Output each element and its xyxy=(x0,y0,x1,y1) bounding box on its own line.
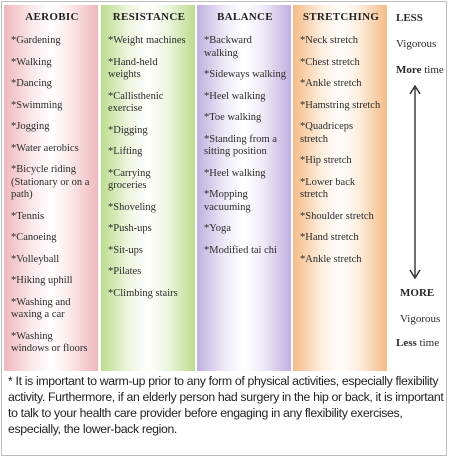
column-title: AEROBIC xyxy=(25,11,79,23)
column-title: BALANCE xyxy=(217,11,273,23)
column-title: STRETCHING xyxy=(302,11,380,23)
activity-item: *Gardening xyxy=(11,35,61,46)
activity-list: *Gardening *Walking *Dancing *Swimming *Jogg… xyxy=(11,35,93,356)
activity-item: *Heel walking xyxy=(204,167,266,179)
activity-item: *Tennis xyxy=(11,210,45,222)
activity-item: *Water aerobics xyxy=(11,142,79,154)
activity-item: *Ankle stretch xyxy=(300,253,362,265)
activity-column: BALANCE *Backward walking *Sideways walkin… xyxy=(197,5,291,371)
activity-item: *Toe walking xyxy=(204,112,262,123)
scale-top-time: More time xyxy=(396,64,444,76)
activity-item: *Weight machines xyxy=(108,35,186,46)
emphasis: Less xyxy=(396,337,417,349)
activity-item: *Jogging xyxy=(11,121,50,132)
activity-item: *Hand-held weights xyxy=(108,56,158,81)
scale-bottom-time: Less time xyxy=(396,337,439,349)
footnote: * It is important to warm-up prior to an… xyxy=(8,374,444,436)
activity-column: RESISTANCE *Weight machines *Hand-held wei… xyxy=(101,5,195,371)
activity-item: *Digging xyxy=(108,124,148,136)
activity-item: *Hip stretch xyxy=(300,155,352,166)
activity-item: *Hiking uphill xyxy=(11,275,73,286)
activity-item: *Sideways walking xyxy=(204,69,286,80)
scale-top-level: LESS xyxy=(396,12,423,24)
activity-column: STRETCHING *Neck stretch *Chest stretch *An… xyxy=(293,5,387,371)
activity-item: *Sit-ups xyxy=(108,244,144,256)
text: time xyxy=(419,337,440,349)
activity-item: *Washing windows or floors xyxy=(11,330,88,355)
activity-item: *Walking xyxy=(11,56,52,68)
activity-item: *Quadriceps stretch xyxy=(300,121,354,145)
activity-item: *Push-ups xyxy=(108,223,152,234)
activity-item: *Lower back stretch xyxy=(300,176,356,201)
activity-item: *Carrying groceries xyxy=(108,167,151,192)
activity-item: *Climbing stairs xyxy=(108,287,178,299)
activity-item: *Neck stretch xyxy=(300,35,359,46)
activity-item: *Volleyball xyxy=(11,253,60,265)
column-title: RESISTANCE xyxy=(112,11,186,23)
text: time xyxy=(424,64,444,76)
activity-item: *Chest stretch xyxy=(300,56,360,68)
activity-item: *Heel walking xyxy=(204,90,266,102)
activity-list: *Weight machines *Hand-held weights *Calli… xyxy=(108,35,190,300)
activity-item: *Pilates xyxy=(108,266,142,277)
activity-item: *Shoulder stretch xyxy=(300,210,374,222)
activity-item: *Yoga xyxy=(204,223,231,234)
arrow-head xyxy=(409,269,421,280)
activity-item: *Washing and waxing a car xyxy=(11,296,71,321)
activity-item: *Canoeing xyxy=(11,232,57,243)
activity-item: *Hand stretch xyxy=(300,232,359,243)
activity-column: AEROBIC *Gardening *Walking *Dancing *Swimmi… xyxy=(4,5,98,371)
arrow-head xyxy=(409,84,421,95)
activity-list: *Backward walking *Sideways walking *Heel … xyxy=(204,35,286,257)
scale-bottom-level: MORE xyxy=(400,287,435,299)
activity-item: *Hamstring stretch xyxy=(300,99,381,111)
scale-bottom-intensity: Vigorous xyxy=(400,313,441,325)
activity-item: *Mopping vacuuming xyxy=(204,189,251,213)
activity-item: *Modified tai chi xyxy=(204,244,277,256)
activity-item: *Ankle stretch xyxy=(300,78,362,89)
activity-list: *Neck stretch *Chest stretch *Ankle stretc… xyxy=(300,35,382,266)
activity-item: *Shoveling xyxy=(108,201,156,213)
scale-arrow xyxy=(409,84,421,280)
activity-item: *Backward walking xyxy=(204,35,252,59)
activity-item: *Dancing xyxy=(11,78,52,89)
activity-item: *Bicycle riding (Stationary or on a path… xyxy=(11,164,90,200)
activity-item: *Lifting xyxy=(108,146,143,157)
emphasis: More xyxy=(396,64,422,76)
scale-top-intensity: Vigorous xyxy=(396,38,437,50)
activity-item: *Callisthenic exercise xyxy=(108,90,164,115)
activity-item: *Standing from a sitting position xyxy=(204,133,277,158)
activity-item: *Swimming xyxy=(11,99,63,111)
